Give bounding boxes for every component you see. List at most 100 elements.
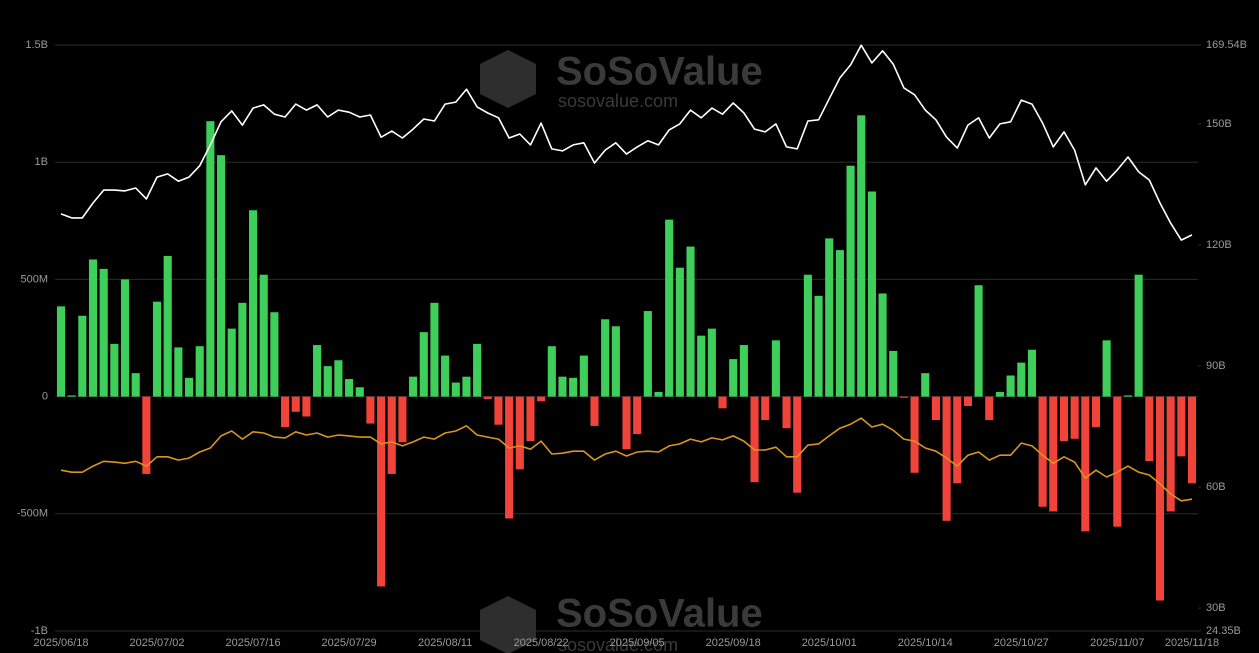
x-tick-label: 2025/07/16 [226,637,281,649]
bar [451,382,460,397]
bar [110,343,119,397]
bar [601,319,610,397]
x-tick-label: 2025/08/22 [514,637,569,649]
bar [430,302,439,397]
y2-tick-label: 60B [1206,481,1226,493]
bar [686,246,695,397]
bar [633,396,642,435]
bar [793,396,802,493]
bar [398,396,407,443]
bar [67,395,76,397]
bar [377,396,386,587]
bar [697,335,706,397]
bar [771,340,780,397]
bar [355,387,364,397]
y-tick-label: -1B [31,625,48,637]
bar [78,315,87,397]
bar [345,379,354,397]
bar [227,328,236,397]
watermark-bottom: SoSoValue sosovalue.com [480,592,763,653]
x-tick-label: 2025/10/01 [802,637,857,649]
bar [1081,396,1090,532]
bar [366,396,375,424]
bar [174,347,183,397]
bar [985,396,994,421]
x-tick-label: 2025/09/05 [610,637,665,649]
bar [707,328,716,397]
bar [622,396,631,450]
bar [611,326,620,397]
bar [654,391,663,397]
bar [473,343,482,397]
bar [729,359,738,397]
bar [782,396,791,429]
bar [1091,396,1101,428]
x-tick-label: 2025/08/11 [418,637,472,649]
bar [857,115,866,397]
bar [249,210,258,397]
watermark-brand: SoSoValue [556,50,763,94]
bar [184,377,194,397]
bar [387,396,396,474]
bar [152,301,162,397]
bar [750,396,759,483]
bar [323,366,332,397]
bar [995,391,1004,397]
bar [441,355,450,397]
bar [718,396,727,409]
bar [910,396,919,473]
y-tick-label: 0 [42,391,48,403]
bar [120,279,130,397]
bar [1102,340,1111,397]
x-tick-label: 2025/06/18 [33,637,88,649]
bar [558,376,567,397]
y2-tick-label: 24.35B [1206,625,1241,637]
bar [921,373,930,397]
bar [1145,396,1154,462]
bar [1070,396,1079,439]
bar [419,332,428,397]
bar [846,165,855,397]
bar [931,396,940,421]
bar [142,396,151,474]
bar [462,376,471,397]
bar [953,396,962,484]
y-tick-label: -500M [17,508,48,520]
bar [803,274,812,397]
watermark-site: sosovalue.com [558,635,678,653]
watermark-brand: SoSoValue [556,592,763,636]
bar [878,293,887,397]
bar [1049,396,1058,512]
bar [579,355,588,397]
bar [99,268,108,397]
bar [867,191,876,397]
x-tick-label: 2025/07/02 [129,637,184,649]
bar [1134,274,1143,397]
watermark-logo [480,596,536,653]
y-tick-label: 500M [20,273,48,285]
bar [889,350,898,397]
bar [814,295,823,397]
bar [1017,362,1026,397]
x-tick-label: 2025/07/29 [322,637,377,649]
y2-tick-label: 30B [1206,602,1226,614]
watermark-top: SoSoValue sosovalue.com [480,50,763,111]
bar [56,306,66,397]
bar [270,312,279,397]
bar [313,345,322,397]
bar [835,250,844,397]
bar [1059,396,1069,442]
bar [739,345,748,397]
bar [259,274,268,397]
bar [334,360,343,397]
x-tick-label: 2025/11/18 [1165,637,1219,649]
bar [1038,396,1047,507]
bar [537,396,546,402]
bar [291,396,300,412]
bar [195,346,204,397]
bar [974,285,983,397]
bar [1027,349,1037,397]
bar [515,396,524,470]
bar [1187,396,1197,484]
